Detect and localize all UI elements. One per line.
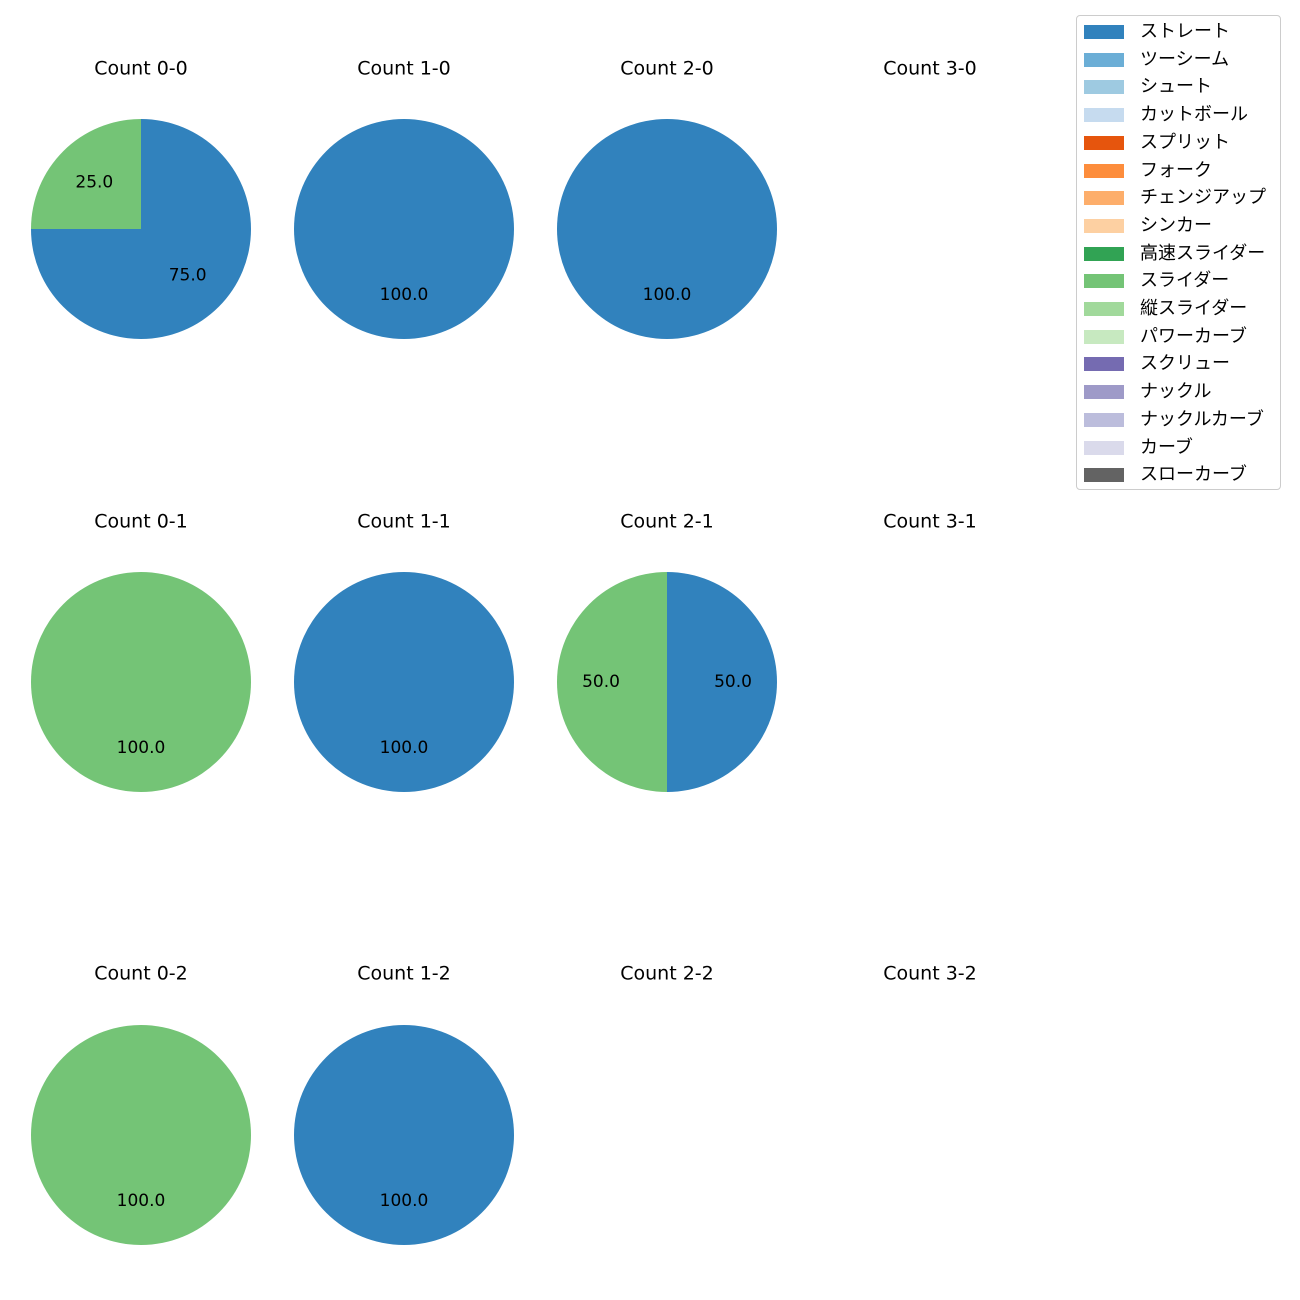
legend-item: カーブ (1077, 435, 1282, 461)
panel-title: Count 1-0 (357, 58, 451, 80)
pie-panel: Count 3-0 (883, 58, 977, 80)
legend-label: スライダー (1140, 270, 1230, 292)
slice-label: 100.0 (380, 285, 429, 305)
legend-swatch (1084, 80, 1124, 95)
legend-item: 高速スライダー (1077, 241, 1282, 267)
pie-panel: Count 0-0 75.0 25.0 (31, 58, 251, 339)
legend-label: ナックル (1140, 381, 1212, 403)
legend-label: パワーカーブ (1140, 325, 1247, 347)
pie-slice (557, 572, 667, 792)
legend-swatch (1084, 412, 1124, 427)
panel-title: Count 2-2 (620, 963, 714, 985)
legend-item: ストレート (1077, 19, 1282, 45)
legend-swatch (1084, 302, 1124, 316)
legend-label: シュート (1140, 76, 1212, 98)
legend-label: スローカーブ (1140, 464, 1247, 486)
legend-swatch (1084, 218, 1124, 233)
pie-panel: Count 2-2 (620, 963, 714, 985)
slice-label: 50.0 (582, 672, 620, 692)
legend-label: スクリュー (1140, 353, 1230, 375)
legend-label: ストレート (1140, 21, 1230, 42)
pie-slice (31, 119, 141, 229)
panel-title: Count 2-1 (620, 511, 714, 533)
legend-label: シンカー (1140, 214, 1212, 236)
legend-swatch (1084, 52, 1124, 67)
legend-item: スプリット (1077, 130, 1282, 156)
legend-item: フォーク (1077, 158, 1282, 184)
slice-label: 100.0 (117, 738, 166, 758)
panel-title: Count 1-1 (357, 511, 451, 533)
pie-panel: Count 1-1 100.0 (294, 511, 514, 792)
panel-title: Count 2-0 (620, 58, 714, 80)
legend-label: フォーク (1140, 159, 1212, 181)
panel-title: Count 3-1 (883, 511, 977, 533)
legend-item: チェンジアップ (1077, 185, 1282, 211)
legend-swatch (1084, 163, 1124, 178)
legend-swatch (1084, 329, 1124, 344)
legend-swatch (1084, 468, 1124, 483)
legend-swatch (1084, 108, 1124, 123)
legend-label: カーブ (1140, 436, 1193, 458)
legend-label: 縦スライダー (1140, 298, 1248, 319)
legend-item: パワーカーブ (1077, 324, 1282, 350)
pie-panel: Count 1-2 100.0 (294, 963, 514, 1245)
slice-label: 25.0 (75, 172, 113, 192)
legend-label: スプリット (1140, 131, 1230, 153)
pie-slice (667, 572, 777, 792)
slice-label: 75.0 (169, 266, 207, 286)
pie-panel: Count 0-2 100.0 (31, 963, 251, 1245)
legend-swatch (1084, 191, 1124, 206)
legend-item: シュート (1077, 74, 1282, 100)
pie-slice (294, 1025, 514, 1245)
legend-swatch (1084, 440, 1124, 455)
pie-slice (294, 572, 514, 792)
legend-item: ナックルカーブ (1077, 407, 1282, 433)
slice-label: 100.0 (643, 285, 692, 305)
legend-item: カットボール (1077, 102, 1282, 128)
pie-panel: Count 1-0 100.0 (294, 58, 514, 339)
panel-title: Count 3-2 (883, 963, 977, 985)
legend-swatch (1084, 25, 1124, 39)
pie-slice (31, 1025, 251, 1245)
legend-label: ツーシーム (1140, 48, 1230, 70)
pie-panel: Count 3-2 (883, 963, 977, 985)
legend-swatch (1084, 385, 1124, 400)
slice-label: 50.0 (714, 672, 752, 692)
legend-item: ツーシーム (1077, 47, 1282, 73)
legend-swatch (1084, 246, 1124, 261)
pie-panel: Count 2-1 50.0 50.0 (557, 511, 777, 792)
legend-swatch (1084, 357, 1124, 372)
legend-item: スローカーブ (1077, 462, 1282, 488)
slice-label: 100.0 (380, 1191, 429, 1211)
pie-slice (557, 119, 777, 339)
panel-title: Count 1-2 (357, 963, 451, 985)
panel-title: Count 0-1 (94, 511, 188, 533)
slice-label: 100.0 (117, 1191, 166, 1211)
panel-title: Count 0-0 (94, 58, 188, 80)
pie-panel: Count 0-1 100.0 (31, 511, 251, 792)
legend-swatch (1084, 274, 1124, 289)
slice-label: 100.0 (380, 738, 429, 758)
pie-panel: Count 3-1 (883, 511, 977, 533)
panel-title: Count 0-2 (94, 963, 188, 985)
legend-swatch (1084, 135, 1124, 150)
legend-label: カットボール (1140, 104, 1248, 126)
legend-item: 縦スライダー (1077, 296, 1282, 322)
legend-item: シンカー (1077, 213, 1282, 239)
legend: ストレートツーシームシュートカットボール スプリットフォークチェンジアップ シンカー… (1076, 15, 1281, 490)
pie-panel: Count 2-0 100.0 (557, 58, 777, 339)
legend-label: ナックルカーブ (1140, 408, 1264, 430)
legend-item: スライダー (1077, 268, 1282, 294)
legend-item: ナックル (1077, 379, 1282, 405)
legend-label: 高速スライダー (1140, 242, 1266, 264)
panel-title: Count 3-0 (883, 58, 977, 80)
legend-item: スクリュー (1077, 351, 1282, 377)
pie-slice (294, 119, 514, 339)
legend-label: チェンジアップ (1140, 187, 1266, 209)
pie-slice (31, 572, 251, 792)
